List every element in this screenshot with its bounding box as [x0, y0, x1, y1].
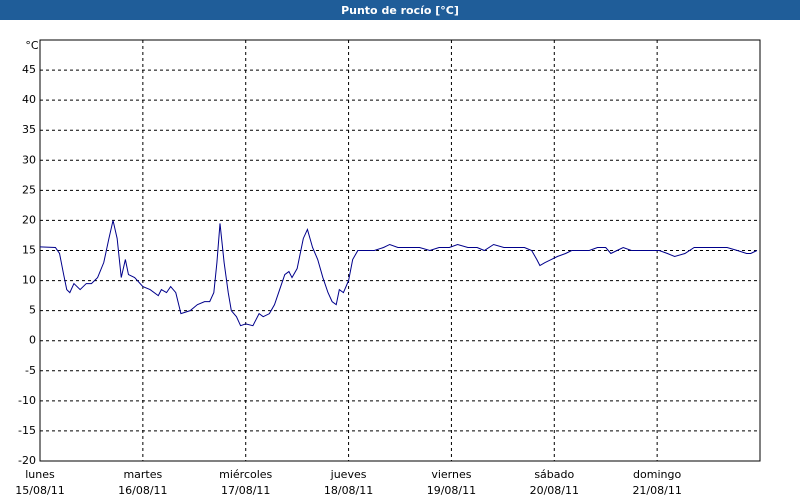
- data-line: [39, 220, 758, 327]
- x-tick-label: 20/08/11: [530, 484, 579, 497]
- y-tick-label: 30: [22, 153, 36, 166]
- plot-border: [39, 39, 761, 462]
- y-tick-label: 15: [22, 244, 36, 257]
- x-tick-label: 19/08/11: [427, 484, 476, 497]
- y-tick-label: -15: [18, 424, 36, 437]
- x-tick-label: 17/08/11: [221, 484, 270, 497]
- y-tick-label: 40: [22, 93, 36, 106]
- y-tick-label: 45: [22, 63, 36, 76]
- x-tick-label: 21/08/11: [632, 484, 681, 497]
- x-tick-weekday: lunes: [25, 468, 55, 481]
- title-bar: [0, 0, 800, 20]
- chart-title: Punto de rocío [°C]: [341, 4, 459, 17]
- y-tick-label: 25: [22, 183, 36, 196]
- x-tick-weekday: sábado: [534, 468, 574, 481]
- y-tick-label: -10: [18, 394, 36, 407]
- y-tick-label: 35: [22, 123, 36, 136]
- x-tick-weekday: jueves: [330, 468, 367, 481]
- x-tick-weekday: domingo: [633, 468, 681, 481]
- y-tick-label: 10: [22, 274, 36, 287]
- y-axis-label: °C: [25, 39, 39, 52]
- y-tick-label: 5: [29, 304, 36, 317]
- x-tick-weekday: miércoles: [219, 468, 272, 481]
- y-tick-label: 0: [29, 334, 36, 347]
- x-tick-label: 15/08/11: [15, 484, 64, 497]
- x-tick-label: 16/08/11: [118, 484, 167, 497]
- y-tick-label: 20: [22, 213, 36, 226]
- x-tick-weekday: martes: [123, 468, 162, 481]
- x-tick-weekday: viernes: [431, 468, 471, 481]
- x-tick-label: 18/08/11: [324, 484, 373, 497]
- y-tick-label: -20: [18, 454, 36, 467]
- y-tick-label: -5: [25, 364, 36, 377]
